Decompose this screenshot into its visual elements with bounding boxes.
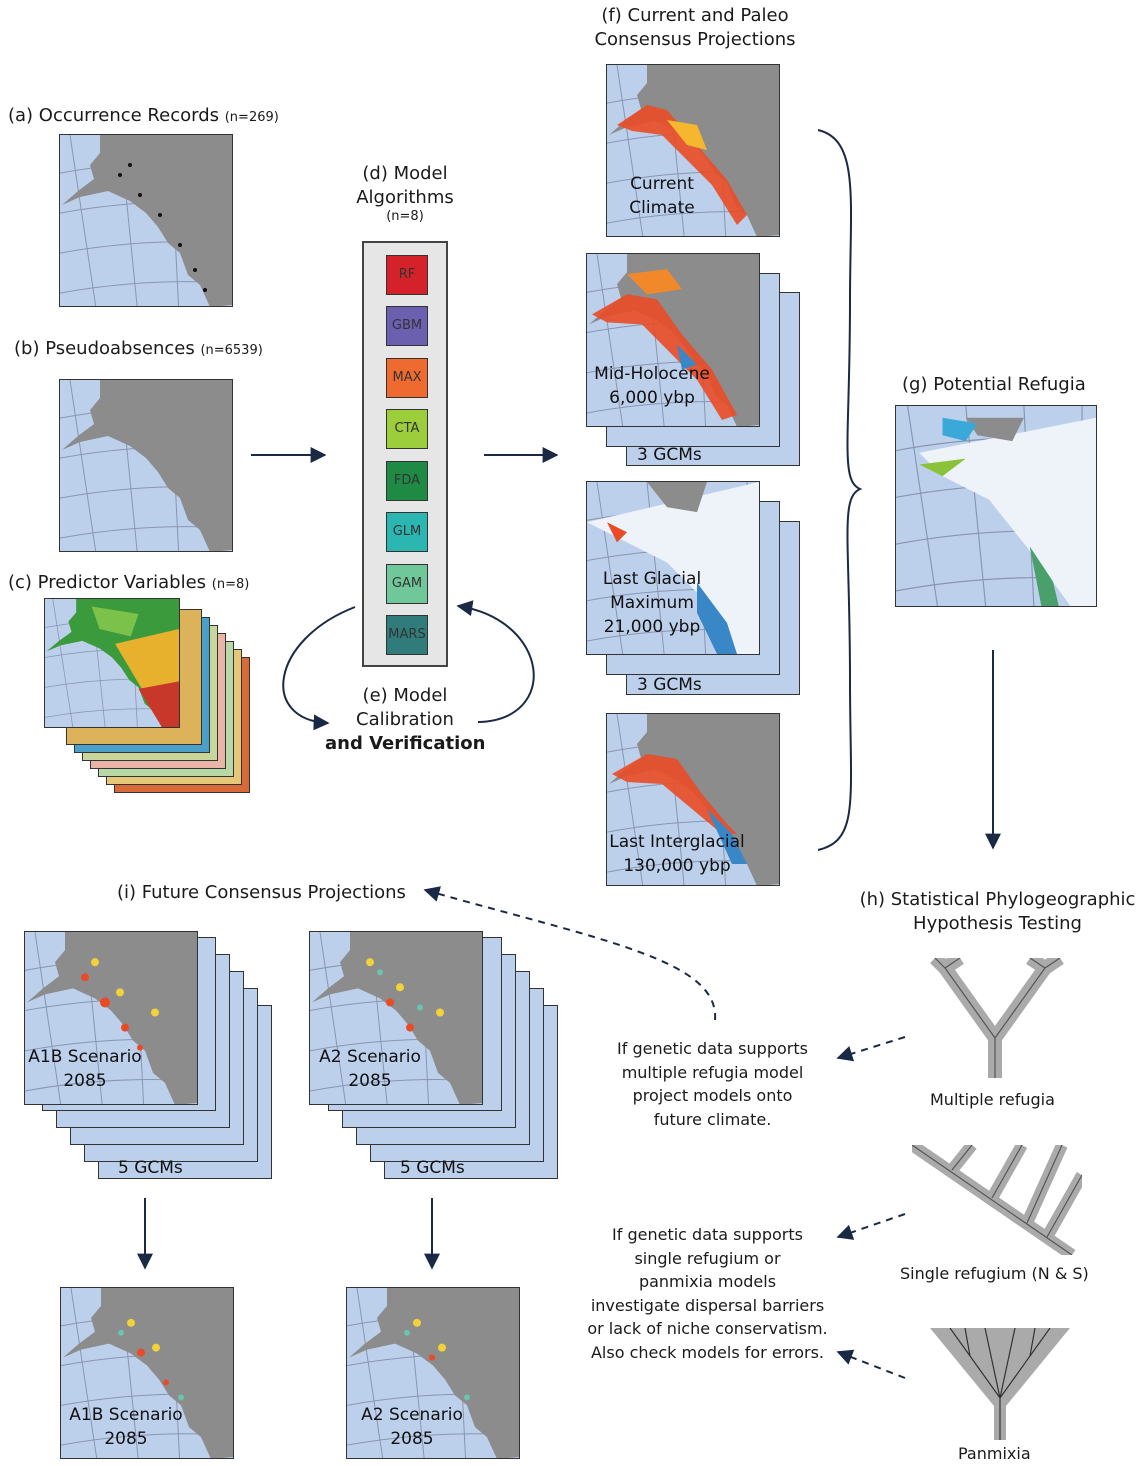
dashed-single-to-note bbox=[836, 1213, 906, 1240]
projections-brace bbox=[817, 129, 863, 851]
lgm-line3: 21,000 ybp bbox=[603, 617, 701, 637]
note1-line4: future climate. bbox=[653, 1109, 772, 1129]
a2-final-map: A2 Scenario 2085 bbox=[346, 1287, 520, 1459]
last-interglacial-map: Last Interglacial 130,000 ybp bbox=[606, 713, 780, 886]
panel-f-line1: (f) Current and Paleo bbox=[601, 5, 789, 26]
panel-h-title: (h) Statistical Phylogeographic Hypothes… bbox=[855, 888, 1140, 936]
algorithm-cta: CTA bbox=[386, 409, 428, 449]
a2-final-line1: A2 Scenario bbox=[361, 1405, 463, 1425]
tree-label-single: Single refugium (N & S) bbox=[900, 1264, 1089, 1283]
panel-a-count: (n=269) bbox=[224, 110, 279, 125]
model-algorithms-box: RF GBM MAX CTA FDA GLM GAM MARS bbox=[362, 241, 448, 667]
panel-c-title-text: (c) Predictor Variables bbox=[8, 572, 207, 593]
lgm-line2: Maximum bbox=[610, 593, 694, 613]
note1-line2: multiple refugia model bbox=[621, 1062, 804, 1082]
panel-h-line1: (h) Statistical Phylogeographic bbox=[859, 889, 1136, 910]
note2-line6: Also check models for errors. bbox=[590, 1342, 824, 1362]
a2-scenario-map: A2 Scenario 2085 bbox=[309, 931, 483, 1105]
note2-line4: investigate dispersal barriers bbox=[590, 1295, 825, 1315]
a1b-final-map: A1B Scenario 2085 bbox=[60, 1287, 234, 1459]
note-multiple-refugia: If genetic data supports multiple refugi… bbox=[600, 1037, 825, 1131]
mid-holocene-line2: 6,000 ybp bbox=[609, 388, 695, 408]
panel-d-title: (d) Model Algorithms (n=8) bbox=[340, 162, 470, 224]
current-climate-line1: Current bbox=[630, 174, 694, 194]
a1b-line2: 2085 bbox=[63, 1071, 107, 1091]
panel-h-line2: Hypothesis Testing bbox=[913, 913, 1082, 934]
last-interglacial-line2: 130,000 ybp bbox=[623, 856, 731, 876]
lgm-line1: Last Glacial bbox=[602, 569, 702, 589]
last-interglacial-line1: Last Interglacial bbox=[609, 832, 745, 852]
mid-holocene-map: Mid-Holocene 6,000 ybp bbox=[586, 253, 760, 427]
predictor-variable-map bbox=[44, 598, 180, 728]
dashed-panmixia-to-note bbox=[836, 1349, 906, 1379]
current-climate-line2: Climate bbox=[629, 198, 695, 218]
tree-label-multiple: Multiple refugia bbox=[930, 1090, 1055, 1109]
note2-line1: If genetic data supports bbox=[612, 1225, 803, 1244]
algorithm-rf: RF bbox=[386, 255, 428, 295]
note1-line1: If genetic data supports bbox=[617, 1039, 808, 1058]
note-single-panmixia: If genetic data supports single refugium… bbox=[575, 1223, 840, 1364]
panel-e-line1: (e) Model bbox=[362, 685, 448, 706]
panel-i-title: (i) Future Consensus Projections bbox=[117, 882, 406, 903]
a2-final-line2: 2085 bbox=[390, 1429, 434, 1449]
occurrence-records-map bbox=[59, 134, 233, 307]
mid-holocene-line1: Mid-Holocene bbox=[594, 364, 710, 384]
pseudoabsences-map bbox=[59, 379, 233, 552]
single-refugium-tree bbox=[912, 1145, 1082, 1255]
algorithm-gbm: GBM bbox=[386, 306, 428, 346]
panel-c-title: (c) Predictor Variables (n=8) bbox=[8, 571, 249, 597]
last-glacial-maximum-map: Last Glacial Maximum 21,000 ybp bbox=[586, 481, 760, 655]
panel-d-count: (n=8) bbox=[386, 209, 424, 224]
panel-d-title-line1: (d) Model bbox=[362, 163, 448, 184]
a1b-final-line1: A1B Scenario bbox=[69, 1405, 183, 1425]
panel-a-title: (a) Occurrence Records (n=269) bbox=[8, 104, 279, 130]
note2-line2: single refugium or bbox=[634, 1248, 781, 1268]
panel-g-title: (g) Potential Refugia bbox=[902, 374, 1086, 395]
note1-line3: project models onto bbox=[632, 1086, 793, 1105]
dashed-multiple-to-note bbox=[836, 1036, 906, 1062]
panel-a-title-text: (a) Occurrence Records bbox=[8, 105, 219, 126]
algorithm-mars: MARS bbox=[386, 615, 428, 655]
panel-d-title-line2: Algorithms bbox=[356, 187, 454, 208]
panel-b-title-text: (b) Pseudoabsences bbox=[14, 338, 195, 359]
a2-gcm-count: 5 GCMs bbox=[400, 1158, 465, 1178]
panmixia-tree bbox=[930, 1328, 1070, 1440]
algorithm-glm: GLM bbox=[386, 512, 428, 552]
potential-refugia-map bbox=[895, 405, 1097, 607]
panel-f-title: (f) Current and Paleo Consensus Projecti… bbox=[580, 4, 810, 52]
holocene-gcm-count: 3 GCMs bbox=[637, 445, 702, 465]
panel-b-title: (b) Pseudoabsences (n=6539) bbox=[14, 337, 263, 363]
a2-line2: 2085 bbox=[348, 1071, 392, 1091]
panel-c-count: (n=8) bbox=[211, 577, 250, 592]
algorithm-fda: FDA bbox=[386, 461, 428, 501]
a1b-line1: A1B Scenario bbox=[28, 1047, 142, 1067]
note2-line3: panmixia models bbox=[638, 1272, 777, 1291]
algorithm-gam: GAM bbox=[386, 564, 428, 604]
a1b-gcm-count: 5 GCMs bbox=[118, 1158, 183, 1178]
current-climate-map: Current Climate bbox=[606, 64, 780, 237]
a1b-final-line2: 2085 bbox=[104, 1429, 148, 1449]
panel-e-title: (e) Model Calibration and Verification bbox=[325, 684, 485, 756]
a2-line1: A2 Scenario bbox=[319, 1047, 421, 1067]
panel-b-count: (n=6539) bbox=[200, 343, 263, 358]
panel-e-line3: and Verification bbox=[325, 733, 486, 754]
algorithm-max: MAX bbox=[386, 358, 428, 398]
tree-label-panmixia: Panmixia bbox=[958, 1444, 1031, 1463]
panel-e-line2: Calibration bbox=[356, 709, 454, 730]
a1b-scenario-map: A1B Scenario 2085 bbox=[24, 931, 198, 1105]
panel-f-line2: Consensus Projections bbox=[594, 29, 796, 50]
multiple-refugia-tree bbox=[930, 958, 1064, 1078]
note2-line5: or lack of niche conservatism. bbox=[587, 1319, 828, 1338]
lgm-gcm-count: 3 GCMs bbox=[637, 675, 702, 695]
